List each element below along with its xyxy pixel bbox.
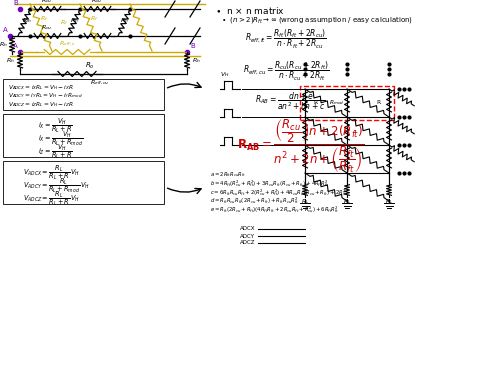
Text: $R_L$: $R_L$ xyxy=(342,197,350,206)
Text: $a = 2R_{ft}R_{cu}R_{ft}$: $a = 2R_{ft}R_{cu}R_{ft}$ xyxy=(209,170,246,179)
Text: $V_H$: $V_H$ xyxy=(220,70,229,79)
Text: $R_{mod}$: $R_{mod}$ xyxy=(328,99,344,108)
Text: $R_{fh}$: $R_{fh}$ xyxy=(22,16,32,25)
Text: $R_h$: $R_h$ xyxy=(120,16,128,25)
Text: $i_Z = \dfrac{V_H}{R_L+R}$: $i_Z = \dfrac{V_H}{R_L+R}$ xyxy=(38,143,73,161)
Text: ADCX: ADCX xyxy=(239,227,254,232)
Text: $b = 4R_{ft}(R_{cu}^2+R_{ft}^2) + 3R_{cu}R_{ft}(R_{cu}+R_{ft}) + 4R_{ft}R_{ft}^2: $b = 4R_{ft}(R_{cu}^2+R_{ft}^2) + 3R_{cu… xyxy=(209,179,329,189)
Text: $R_f$: $R_f$ xyxy=(60,18,68,27)
FancyBboxPatch shape xyxy=(2,78,163,109)
Text: $R_h$: $R_h$ xyxy=(192,56,201,65)
FancyBboxPatch shape xyxy=(2,114,163,157)
Text: $i_X = \dfrac{V_H}{R_L+R}$: $i_X = \dfrac{V_H}{R_L+R}$ xyxy=(38,117,73,136)
Text: R: R xyxy=(376,101,380,106)
Text: B: B xyxy=(13,0,18,6)
Text: $\bullet$  n $\times$ n matrix: $\bullet$ n $\times$ n matrix xyxy=(215,5,285,16)
Text: $R_f$: $R_f$ xyxy=(40,14,48,23)
Text: $R_h$: $R_h$ xyxy=(70,16,79,25)
Text: $V_{ADCX} = i_X R_L = V_H - i_X R$: $V_{ADCX} = i_X R_L = V_H - i_X R$ xyxy=(8,83,74,92)
Text: $R_L$: $R_L$ xyxy=(300,197,308,206)
Text: $R_{cu}$: $R_{cu}$ xyxy=(41,23,53,32)
Text: $R_f$: $R_f$ xyxy=(90,14,98,23)
Text: $R_o$: $R_o$ xyxy=(85,61,95,71)
Text: $V_{ADCX} = \dfrac{R_L}{R_L+R}\,V_H$: $V_{ADCX} = \dfrac{R_L}{R_L+R}\,V_H$ xyxy=(23,164,80,182)
Text: R: R xyxy=(313,101,317,106)
Text: ADCZ: ADCZ xyxy=(239,240,254,245)
Text: B: B xyxy=(190,43,194,49)
Text: $i_X = \dfrac{V_H}{R_L+R_{mod}}$: $i_X = \dfrac{V_H}{R_L+R_{mod}}$ xyxy=(38,130,83,149)
Text: $V_{ADCZ} = \dfrac{R_L}{R_L+R}\,V_H$: $V_{ADCZ} = \dfrac{R_L}{R_L+R}\,V_H$ xyxy=(23,190,80,209)
Text: A: A xyxy=(13,43,18,49)
Text: $R_h$: $R_h$ xyxy=(6,56,15,65)
FancyBboxPatch shape xyxy=(2,161,163,204)
Text: $R_{eff,cu} = \dfrac{R_{cu}(R_{cu}+2R_{ft})}{n \cdot R_{cu}+2R_{ft}}$: $R_{eff,cu} = \dfrac{R_{cu}(R_{cu}+2R_{f… xyxy=(243,60,329,83)
Text: $R_{eff,ft} = \dfrac{R_{ft}(R_{ft}+2R_{cu})}{n \cdot R_{ft}+2R_{cu}}$: $R_{eff,ft} = \dfrac{R_{ft}(R_{ft}+2R_{c… xyxy=(244,28,326,51)
Text: $R_{eff,cu}$: $R_{eff,cu}$ xyxy=(90,79,109,87)
Text: $e = R_{ft}(2R_{cu}+R_{ft})(4R_{ft}R_{ft}+2R_{cu}R_{ft}+R_{cu}^2) + 6R_{ft}R_{ft: $e = R_{ft}(2R_{cu}+R_{ft})(4R_{ft}R_{ft… xyxy=(209,204,339,215)
Text: $R_{eff,s}$: $R_{eff,s}$ xyxy=(59,40,75,48)
Text: $R_{AB} = \dfrac{dn+e}{an^2+bn+c}$: $R_{AB} = \dfrac{dn+e}{an^2+bn+c}$ xyxy=(254,90,325,112)
Text: $V_{ADCY} = i_Y R_L = V_H - i_Y R_{mod}$: $V_{ADCY} = i_Y R_L = V_H - i_Y R_{mod}$ xyxy=(8,91,82,100)
Text: $V_{ADCY} = \dfrac{R_L}{R_L+R_{mod}}\,V_H$: $V_{ADCY} = \dfrac{R_L}{R_L+R_{mod}}\,V_… xyxy=(23,177,90,195)
Text: $c = 6R_{ft}R_{cu}R_{ft} + 2(R_{cu}^2+R_{ft}^2) + 4R_{cu}R_{ft}(R_{cu}+R_{ft}) +: $c = 6R_{ft}R_{cu}R_{ft} + 2(R_{cu}^2+R_… xyxy=(209,187,346,198)
Text: $\bullet$  $(n>2)R_{ft} \rightarrow \infty$ (wrong assumption / easy calculation: $\bullet$ $(n>2)R_{ft} \rightarrow \inft… xyxy=(221,15,412,25)
Text: $d = R_{ft}R_{cu}R_{ft}(2R_{cu}+R_{ft}) + R_{ft}R_{cu}R_{ft}^2$: $d = R_{ft}R_{cu}R_{ft}(2R_{cu}+R_{ft}) … xyxy=(209,195,299,206)
Text: ADCY: ADCY xyxy=(240,233,254,238)
Text: $R_{cu}$: $R_{cu}$ xyxy=(91,0,102,5)
Text: $R_h$: $R_h$ xyxy=(0,41,8,50)
Text: A: A xyxy=(3,27,8,33)
Text: $R_{cu}$: $R_{cu}$ xyxy=(41,0,53,5)
Text: $\mathbf{R_{AB}} = \dfrac{\left(\dfrac{R_{cu}}{2}\right)n + 2(R_{ft})}{n^2 + 2n : $\mathbf{R_{AB}} = \dfrac{\left(\dfrac{R… xyxy=(237,118,364,175)
Text: $V_{ADCZ} = i_Z R_L = V_H - i_Z R$: $V_{ADCZ} = i_Z R_L = V_H - i_Z R$ xyxy=(8,100,74,109)
Text: $R_L$: $R_L$ xyxy=(384,197,392,206)
